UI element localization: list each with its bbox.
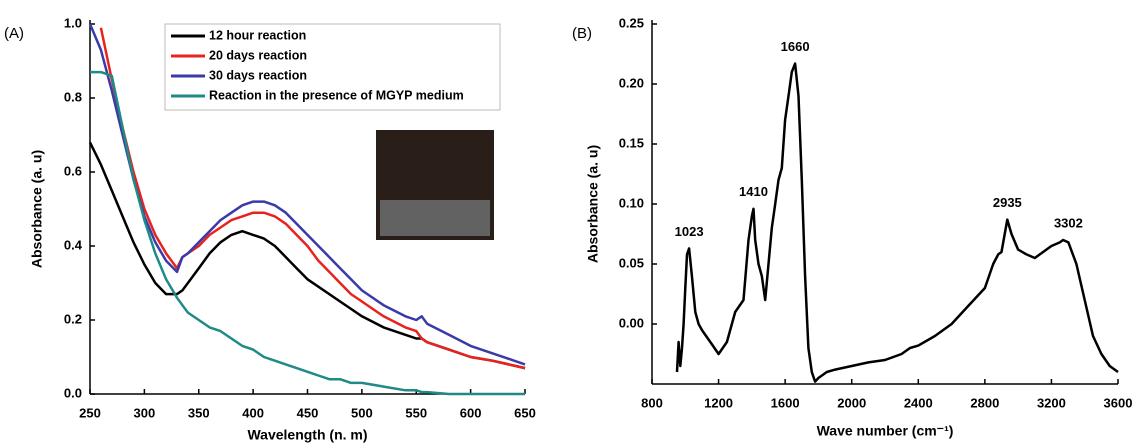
legend-box [164, 23, 501, 111]
x-tick-label: 2000 [837, 395, 866, 410]
y-axis-label: Absorbance (a. u) [585, 145, 601, 263]
data-line [88, 23, 526, 366]
x-tick-label: 550 [405, 405, 427, 420]
x-tick-label: 500 [351, 405, 373, 420]
peak-label: 1023 [675, 224, 704, 239]
y-tick-label: 0.20 [619, 75, 644, 90]
x-tick-label: 300 [134, 405, 156, 420]
y-axis-label: Absorbance (a. u) [29, 150, 45, 268]
y-tick-label: 0.8 [64, 89, 82, 104]
x-tick-label: 450 [297, 405, 319, 420]
y-tick-label: 0.4 [64, 237, 83, 252]
legend-label: Reaction in the presence of MGYP medium [209, 88, 464, 102]
peak-label: 3302 [1054, 215, 1083, 230]
x-tick-label: 3200 [1037, 395, 1066, 410]
x-tick-label: 400 [242, 405, 264, 420]
x-tick-label: 600 [460, 405, 482, 420]
y-tick-label: 0.0 [64, 385, 82, 400]
x-tick-label: 2400 [904, 395, 933, 410]
y-tick-label: 0.15 [619, 135, 644, 150]
y-tick-label: 0.05 [619, 255, 644, 270]
x-tick-label: 650 [514, 405, 536, 420]
peak-label: 1660 [781, 39, 810, 54]
legend-label: 12 hour reaction [209, 28, 306, 42]
inset-photo-glass [380, 200, 490, 236]
x-tick-label: 1600 [771, 395, 800, 410]
x-axis-label: Wave number (cm⁻¹) [817, 423, 954, 439]
x-axis-label: Wavelength (n. m) [247, 427, 367, 443]
x-tick-label: 250 [79, 405, 101, 420]
data-line [675, 62, 1119, 383]
x-tick-label: 2800 [970, 395, 999, 410]
y-tick-label: 0.2 [64, 311, 82, 326]
x-tick-label: 3600 [1104, 395, 1133, 410]
legend-label: 30 days reaction [209, 68, 307, 82]
x-tick-label: 800 [641, 395, 663, 410]
panel-label: (B) [572, 25, 592, 42]
panel-label: (A) [4, 25, 24, 42]
peak-label: 2935 [993, 195, 1022, 210]
x-tick-label: 1200 [704, 395, 733, 410]
data-line [99, 27, 526, 370]
peak-label: 1410 [739, 184, 768, 199]
legend-label: 20 days reaction [209, 48, 307, 62]
y-tick-label: 0.25 [619, 15, 644, 30]
y-tick-label: 1.0 [64, 15, 82, 30]
data-line [88, 141, 526, 370]
y-tick-label: 0.6 [64, 163, 82, 178]
y-tick-label: 0.10 [619, 195, 644, 210]
data-line [90, 70, 525, 396]
y-tick-label: 0.00 [619, 315, 644, 330]
x-tick-label: 350 [188, 405, 210, 420]
